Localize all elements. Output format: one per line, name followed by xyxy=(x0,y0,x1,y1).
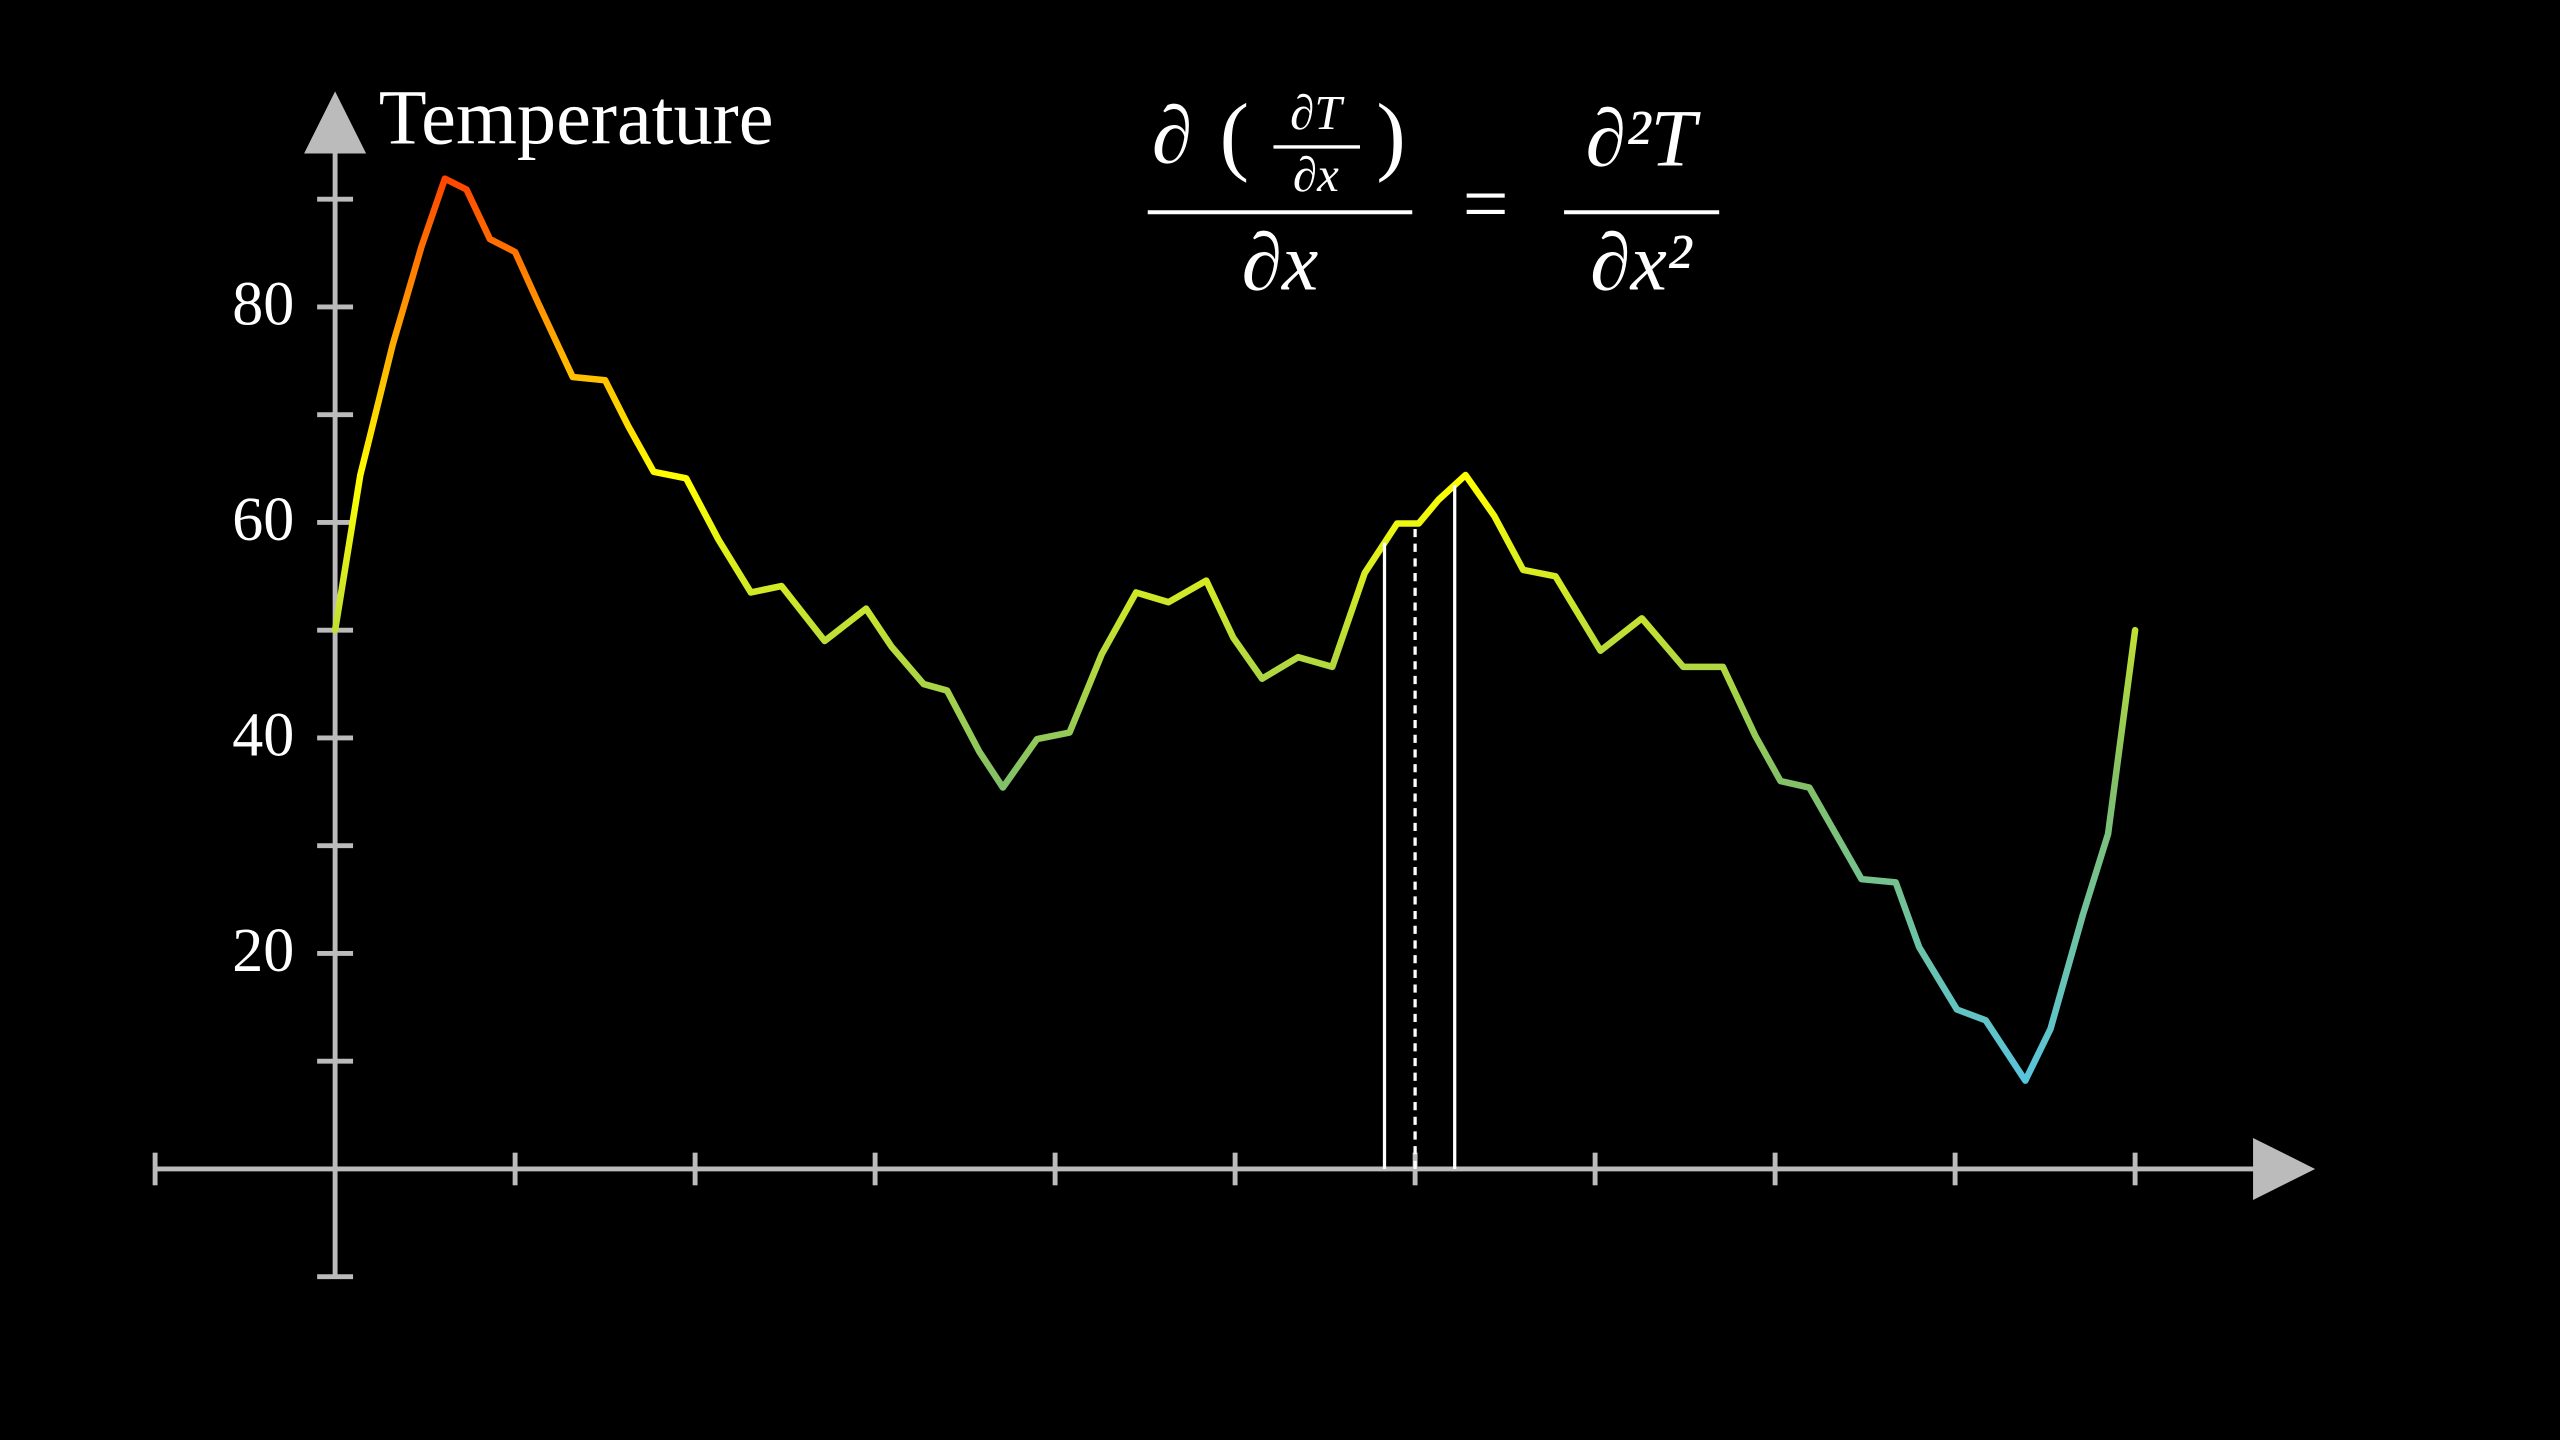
y-tick-label: 80 xyxy=(232,270,294,338)
equation-part: ∂x xyxy=(1242,217,1319,308)
y-axis-arrow xyxy=(304,91,367,154)
y-tick-label: 20 xyxy=(232,917,294,985)
equation-part: ∂ xyxy=(1152,89,1192,180)
equation-part: ∂x xyxy=(1293,147,1339,202)
y-tick-label: 40 xyxy=(232,701,294,769)
equation-part: ∂T xyxy=(1290,85,1345,140)
paren: ( xyxy=(1220,86,1249,184)
x-axis-arrow xyxy=(2253,1137,2316,1200)
equation-part: = xyxy=(1463,158,1509,249)
equation-part: ∂x² xyxy=(1590,217,1693,308)
y-axis-label: Temperature xyxy=(379,74,774,161)
equation: ∂ ( ) ∂T ∂x ∂x = ∂²T ∂x² xyxy=(1147,85,1720,308)
temperature-curve xyxy=(331,175,2139,1084)
equation-part: ∂²T xyxy=(1586,93,1702,184)
paren: ) xyxy=(1376,86,1405,184)
y-tick-label: 60 xyxy=(232,486,294,554)
